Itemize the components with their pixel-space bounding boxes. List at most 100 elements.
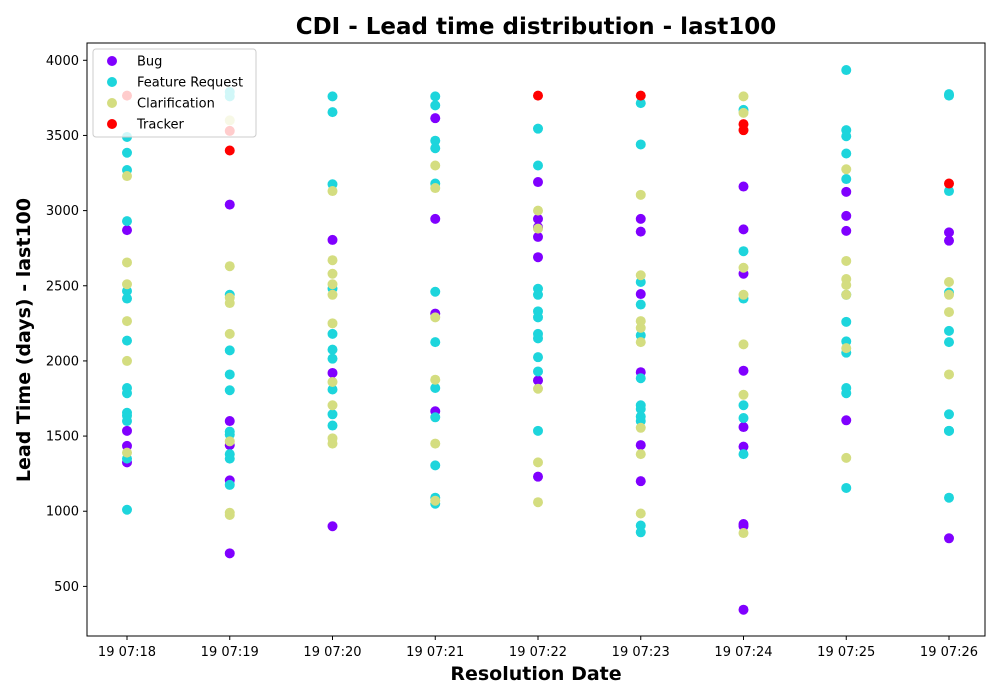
y-tick-label: 2000 xyxy=(46,354,79,369)
y-tick-label: 1500 xyxy=(46,430,79,445)
data-point xyxy=(430,183,441,194)
x-tick-label: 19 07:23 xyxy=(612,645,670,660)
data-point xyxy=(224,199,235,210)
y-axis-label: Lead Time (days) - last100 xyxy=(13,198,35,482)
data-point xyxy=(122,447,132,458)
data-point xyxy=(944,337,954,348)
x-tick-label: 19 07:22 xyxy=(509,645,567,660)
x-axis-label: Resolution Date xyxy=(450,663,621,685)
data-point xyxy=(841,452,852,463)
y-tick-label: 500 xyxy=(54,580,79,595)
data-point xyxy=(635,422,646,433)
plot-area-frame xyxy=(86,42,986,637)
data-point xyxy=(738,365,749,376)
data-point xyxy=(533,497,543,508)
data-point xyxy=(122,355,132,366)
data-point xyxy=(635,527,646,538)
data-point xyxy=(430,213,441,224)
x-tick-label: 19 07:21 xyxy=(406,645,464,660)
data-point xyxy=(635,98,646,109)
data-point xyxy=(327,344,338,355)
data-point xyxy=(635,299,646,310)
data-point xyxy=(122,504,132,515)
data-point xyxy=(533,223,543,234)
data-point xyxy=(533,90,543,101)
data-point xyxy=(944,235,954,246)
data-point xyxy=(122,388,132,399)
data-point xyxy=(944,186,954,197)
data-point xyxy=(841,186,852,197)
data-point xyxy=(738,224,749,235)
x-tick-label: 19 07:19 xyxy=(201,645,259,660)
data-point xyxy=(224,385,235,396)
data-point xyxy=(635,213,646,224)
data-point xyxy=(533,312,543,323)
data-point xyxy=(327,255,338,266)
data-point xyxy=(533,205,543,216)
data-point xyxy=(327,521,338,532)
x-tick-label: 19 07:18 xyxy=(98,645,156,660)
chart-title: CDI - Lead time distribution - last100 xyxy=(296,14,777,40)
data-point xyxy=(841,280,852,291)
data-point xyxy=(944,325,954,336)
data-point xyxy=(635,476,646,487)
data-point xyxy=(635,139,646,150)
data-point xyxy=(327,353,338,364)
data-point xyxy=(327,384,338,395)
data-point xyxy=(224,298,235,309)
data-point xyxy=(224,509,235,520)
data-point xyxy=(430,374,441,385)
data-point xyxy=(841,174,852,185)
data-point xyxy=(224,328,235,339)
data-point xyxy=(533,375,543,386)
data-point xyxy=(533,177,543,188)
data-point xyxy=(533,471,543,482)
data-point xyxy=(533,366,543,377)
data-point xyxy=(635,337,646,348)
data-point xyxy=(738,107,749,118)
data-point xyxy=(224,548,235,559)
legend-label: Clarification xyxy=(137,97,215,112)
legend-label: Bug xyxy=(137,55,162,70)
y-tick-label: 4000 xyxy=(46,54,79,69)
data-point xyxy=(533,123,543,134)
data-point xyxy=(327,367,338,378)
data-point xyxy=(841,131,852,142)
data-point xyxy=(635,404,646,415)
data-point xyxy=(841,225,852,236)
data-point xyxy=(944,277,954,288)
data-point xyxy=(430,382,441,393)
data-point xyxy=(327,438,338,449)
data-point xyxy=(738,125,749,136)
x-tick-label: 19 07:26 xyxy=(920,645,978,660)
data-point xyxy=(533,231,543,242)
y-axis: 500 1000 1500 2000 2500 3000 3500 4000 xyxy=(46,54,87,595)
data-point xyxy=(122,279,132,290)
series-feature-request xyxy=(122,65,954,538)
data-point xyxy=(944,307,954,318)
data-point xyxy=(122,171,132,182)
data-point xyxy=(635,90,646,101)
legend-marker xyxy=(107,77,117,87)
data-point xyxy=(122,216,132,227)
data-point xyxy=(738,422,749,433)
x-tick-label: 19 07:20 xyxy=(303,645,361,660)
data-point xyxy=(327,234,338,245)
legend-marker xyxy=(107,119,117,129)
data-point xyxy=(841,210,852,221)
data-point xyxy=(635,270,646,281)
legend-marker xyxy=(107,98,117,108)
data-point xyxy=(430,135,441,146)
data-point xyxy=(635,322,646,333)
data-point xyxy=(224,261,235,272)
data-point xyxy=(738,441,749,452)
y-tick-label: 3500 xyxy=(46,129,79,144)
data-point xyxy=(327,107,338,118)
data-point xyxy=(327,420,338,431)
data-point xyxy=(430,91,441,102)
data-point xyxy=(224,369,235,380)
data-point xyxy=(841,65,852,76)
data-point xyxy=(841,164,852,175)
data-point xyxy=(327,279,338,290)
